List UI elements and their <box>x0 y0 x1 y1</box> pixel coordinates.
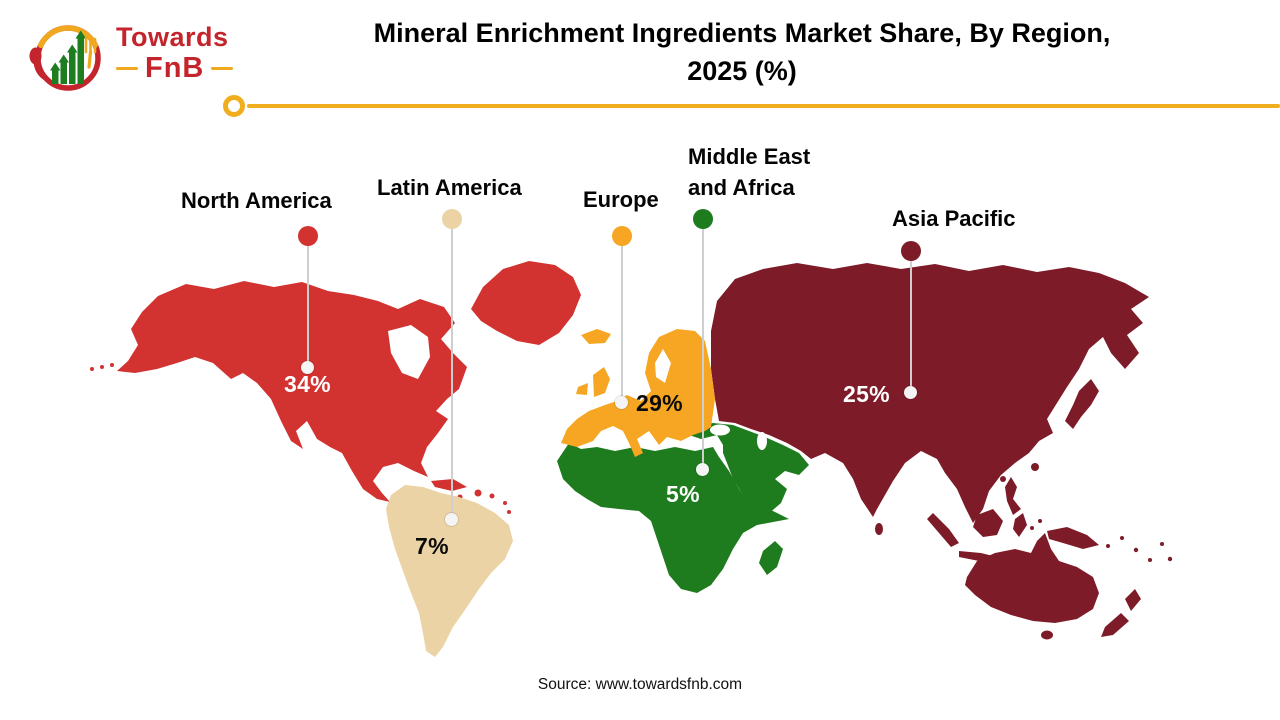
source-attribution: Source: www.towardsfnb.com <box>537 676 743 693</box>
aleutian-island-dots <box>90 363 114 371</box>
brand-logo-icon <box>29 25 101 91</box>
cuba-shape <box>431 479 467 491</box>
brand-dash-left <box>116 66 138 71</box>
borneo-shape <box>973 509 1003 537</box>
callout-endpoint-latin-america <box>445 513 458 526</box>
japan-shape <box>1065 379 1099 429</box>
sakhalin-shape <box>1071 337 1083 367</box>
tasmania-shape <box>1041 630 1053 640</box>
pacific-island-dots <box>1030 519 1173 562</box>
logo-fork-icon <box>84 36 97 54</box>
taiwan-shape <box>1031 463 1039 471</box>
philippines-shape <box>1005 477 1021 515</box>
page-title-line2: 2025 (%) <box>687 56 797 86</box>
madagascar-shape <box>759 541 783 575</box>
title-underline <box>247 104 1280 108</box>
callout-pin-europe <box>612 226 632 246</box>
callout-line-middle-east-africa <box>702 229 704 464</box>
new-zealand-south-shape <box>1101 613 1129 637</box>
hudson-bay-shape <box>388 325 430 379</box>
value-middle-east-africa: 5% <box>666 481 700 507</box>
uk-shape <box>593 367 610 397</box>
callout-label-north-america: North America <box>181 188 332 213</box>
water-cutouts <box>388 325 767 450</box>
callout-pin-middle-east-africa <box>693 209 713 229</box>
logo-growth-bars-icon <box>50 30 86 84</box>
callout-pin-latin-america <box>442 209 462 229</box>
sri-lanka-shape <box>875 523 883 535</box>
middle-east-shape <box>689 423 809 515</box>
ireland-shape <box>576 383 588 395</box>
region-latin-america <box>386 485 513 657</box>
region-asia-pacific <box>711 263 1173 640</box>
new-zealand-north-shape <box>1125 589 1141 611</box>
title-underline-ring <box>223 95 245 117</box>
region-middle-east-africa <box>557 423 809 593</box>
callout-line-north-america <box>307 246 309 362</box>
value-europe: 29% <box>636 390 683 416</box>
brand-subname-row: FnB <box>116 52 234 85</box>
australia-shape <box>965 533 1099 623</box>
callout-line-latin-america <box>451 229 453 514</box>
value-latin-america: 7% <box>415 533 449 559</box>
asia-mainland-shape <box>711 263 1149 523</box>
region-europe <box>561 329 715 457</box>
iceland-shape <box>581 329 611 344</box>
region-north-america <box>90 261 581 514</box>
callout-label-latin-america: Latin America <box>377 175 522 200</box>
caspian-sea-shape <box>757 432 767 450</box>
africa-shape <box>557 443 789 593</box>
page-title: Mineral Enrichment Ingredients Market Sh… <box>280 14 1204 90</box>
brand-subname: FnB <box>145 52 205 84</box>
callout-endpoint-north-america <box>301 361 314 374</box>
callout-line-asia-pacific <box>910 261 912 387</box>
europe-mainland-shape <box>561 329 715 457</box>
north-america-mainland-shape <box>117 281 467 502</box>
callout-label-middle-east-africa: Middle East and Africa <box>688 144 811 200</box>
callout-endpoint-middle-east-africa <box>696 463 709 476</box>
brand-name: Towards <box>116 22 229 52</box>
black-sea-shape <box>710 424 730 436</box>
logo-fork-handle <box>87 50 93 69</box>
value-asia-pacific: 25% <box>843 381 890 407</box>
baltic-sea-shape <box>655 349 671 383</box>
callout-endpoint-asia-pacific <box>904 386 917 399</box>
south-america-shape <box>386 485 513 657</box>
value-north-america: 34% <box>284 371 331 397</box>
brand-dash-right <box>211 66 234 71</box>
page-title-line1: Mineral Enrichment Ingredients Market Sh… <box>373 18 1111 48</box>
sumatra-shape <box>927 513 959 547</box>
callout-label-europe: Europe <box>583 187 659 212</box>
sulawesi-shape <box>1013 513 1027 537</box>
callout-label-asia-pacific: Asia Pacific <box>892 206 1016 231</box>
new-guinea-shape <box>1047 527 1099 549</box>
greenland-shape <box>471 261 581 345</box>
callout-pin-north-america <box>298 226 318 246</box>
caribbean-island-dots <box>457 489 511 514</box>
logo-spoon-icon <box>29 47 42 65</box>
hainan-shape <box>1000 476 1006 482</box>
callout-pin-asia-pacific <box>901 241 921 261</box>
callout-endpoint-europe <box>615 396 628 409</box>
logo-spoon-handle <box>33 62 46 80</box>
callout-line-europe <box>621 246 623 397</box>
